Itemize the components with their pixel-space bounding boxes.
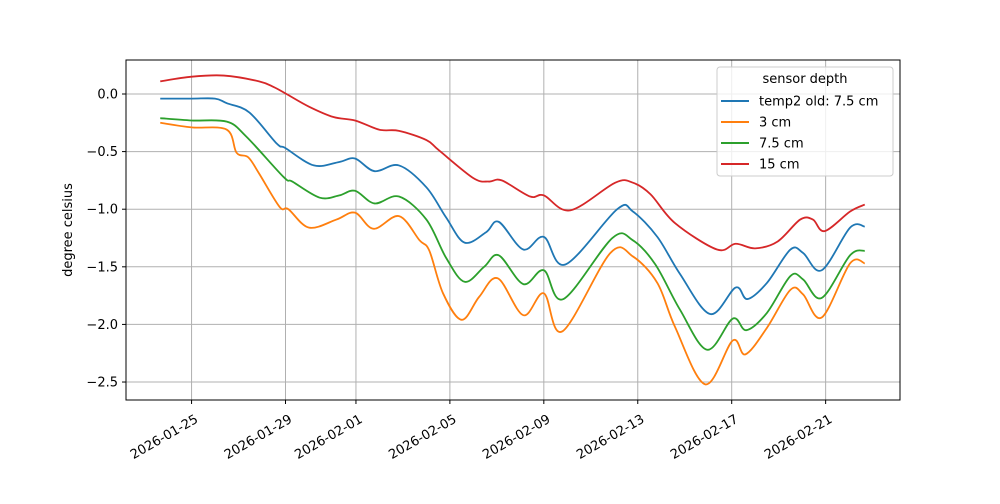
- y-axis-label: degree celsius: [61, 183, 76, 277]
- x-tick-label: 2026-02-09: [480, 412, 553, 463]
- x-tick-label: 2026-02-13: [574, 412, 647, 463]
- x-tick-label: 2026-01-25: [128, 412, 201, 463]
- x-tick-label: 2026-02-05: [386, 412, 459, 463]
- y-axis: 0.0 −0.5 −1.0 −1.5 −2.0 −2.5: [86, 87, 126, 391]
- x-tick-label: 2026-02-21: [762, 412, 835, 463]
- legend-label: 3 cm: [759, 116, 791, 131]
- series-lines: [160, 74, 866, 386]
- y-tick-label: −1.5: [86, 260, 118, 275]
- x-tick-label: 2026-02-01: [292, 412, 365, 463]
- x-tick-label: 2026-02-17: [668, 412, 741, 463]
- legend-label: temp2 old: 7.5 cm: [759, 95, 878, 110]
- legend-label: 15 cm: [759, 158, 800, 173]
- y-tick-label: −0.5: [86, 145, 118, 160]
- plot-frame: [125, 59, 901, 401]
- y-tick-label: −2.0: [86, 318, 118, 333]
- legend-title: sensor depth: [762, 72, 847, 87]
- legend-label: 7.5 cm: [759, 137, 804, 152]
- legend: sensor depth temp2 old: 7.5 cm 3 cm 7.5 cm…: [716, 66, 894, 177]
- y-tick-label: −2.5: [86, 376, 118, 391]
- series-line-0: [160, 97, 865, 315]
- series-line-3: [160, 74, 866, 252]
- x-tick-label: 2026-01-29: [222, 412, 295, 463]
- y-tick-label: 0.0: [97, 87, 118, 102]
- series-line-2: [160, 117, 866, 351]
- legend-box: [716, 66, 894, 177]
- series-line-1: [160, 121, 866, 386]
- y-tick-label: −1.0: [86, 203, 118, 218]
